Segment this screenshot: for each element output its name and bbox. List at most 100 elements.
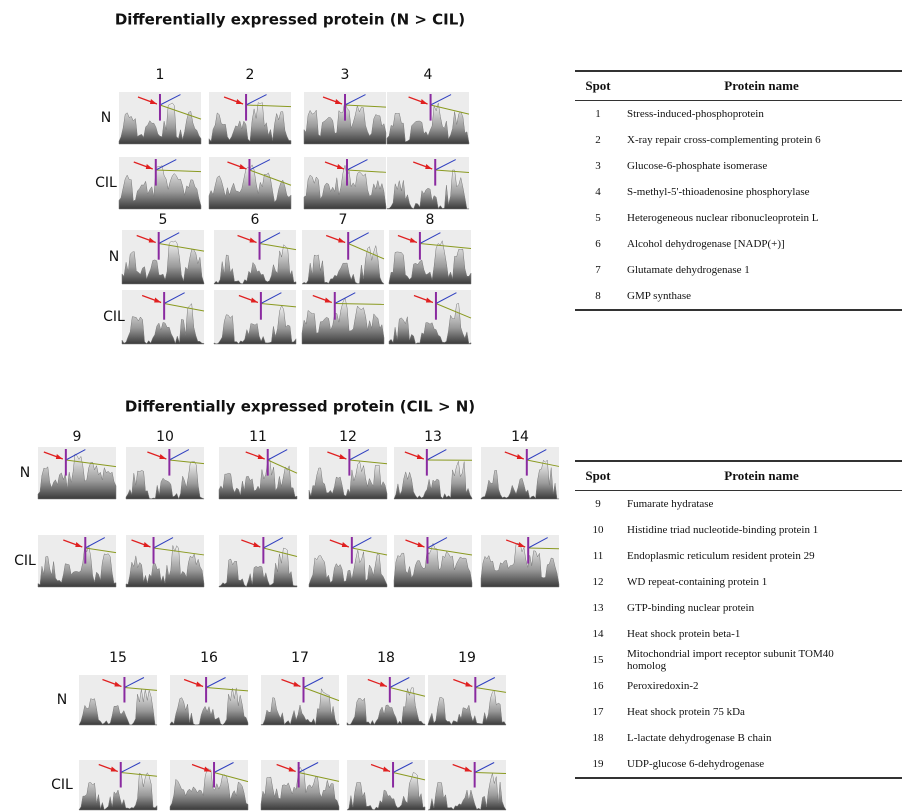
spot-number: 6 <box>575 231 621 257</box>
row-label: CIL <box>14 553 36 569</box>
protein-name: Endoplasmic reticulum resident protein 2… <box>621 543 902 569</box>
spot-3d-image <box>481 535 559 587</box>
table-row: 1Stress-induced-phosphoprotein <box>575 101 902 128</box>
spot-number: 17 <box>575 699 621 725</box>
spot-3d-image <box>347 760 425 810</box>
spot-label: 18 <box>377 650 395 666</box>
protein-name: GMP synthase <box>621 283 902 310</box>
spot-3d-image <box>214 230 296 284</box>
spot-label: 6 <box>251 212 260 228</box>
spot-label: 10 <box>156 429 174 445</box>
spot-3d-image <box>219 447 297 499</box>
spot-3d-image <box>209 92 291 144</box>
spot-3d-image <box>79 760 157 810</box>
header-spot: Spot <box>575 461 621 491</box>
spot-label: 14 <box>511 429 529 445</box>
spot-label: 4 <box>424 67 433 83</box>
spot-number: 14 <box>575 621 621 647</box>
spot-number: 1 <box>575 101 621 128</box>
row-label: N <box>57 692 67 708</box>
spot-3d-image <box>170 675 248 725</box>
protein-name: Glucose-6-phosphate isomerase <box>621 153 902 179</box>
spot-3d-image <box>122 230 204 284</box>
spot-3d-image <box>122 290 204 344</box>
protein-table: SpotProtein name 9Fumarate hydratase10Hi… <box>575 460 902 779</box>
protein-name: Peroxiredoxin-2 <box>621 673 902 699</box>
table-row: 12WD repeat-containing protein 1 <box>575 569 902 595</box>
figure: Differentially expressed protein (N > CI… <box>0 0 902 811</box>
spot-number: 13 <box>575 595 621 621</box>
spot-3d-image <box>79 675 157 725</box>
protein-name: X-ray repair cross-complementing protein… <box>621 127 902 153</box>
protein-name: Heat shock protein beta-1 <box>621 621 902 647</box>
spot-number: 11 <box>575 543 621 569</box>
spot-3d-image <box>302 230 384 284</box>
spot-3d-image <box>126 535 204 587</box>
header-spot: Spot <box>575 71 621 101</box>
spot-3d-image <box>428 675 506 725</box>
spot-label: 11 <box>249 429 267 445</box>
table-row: 11Endoplasmic reticulum resident protein… <box>575 543 902 569</box>
spot-number: 8 <box>575 283 621 310</box>
spot-number: 10 <box>575 517 621 543</box>
spot-label: 9 <box>73 429 82 445</box>
spot-label: 2 <box>246 67 255 83</box>
header-name: Protein name <box>621 461 902 491</box>
protein-name: Heterogeneous nuclear ribonucleoprotein … <box>621 205 902 231</box>
table-row: 8GMP synthase <box>575 283 902 310</box>
spot-3d-image <box>209 157 291 209</box>
protein-name: Mitochondrial import receptor subunit TO… <box>621 647 902 673</box>
spot-label: 5 <box>159 212 168 228</box>
row-label: N <box>20 465 30 481</box>
row-label: N <box>101 110 111 126</box>
protein-name: Heat shock protein 75 kDa <box>621 699 902 725</box>
protein-name: S-methyl-5'-thioadenosine phosphorylase <box>621 179 902 205</box>
protein-name: Glutamate dehydrogenase 1 <box>621 257 902 283</box>
protein-name: Histidine triad nucleotide-binding prote… <box>621 517 902 543</box>
table-row: 19UDP-glucose 6-dehydrogenase <box>575 751 902 778</box>
row-label: CIL <box>103 309 125 325</box>
spot-number: 2 <box>575 127 621 153</box>
table-row: 15Mitochondrial import receptor subunit … <box>575 647 902 673</box>
table-row: 9Fumarate hydratase <box>575 491 902 518</box>
spot-3d-image <box>481 447 559 499</box>
spot-3d-image <box>219 535 297 587</box>
spot-3d-image <box>428 760 506 810</box>
spot-3d-image <box>261 675 339 725</box>
row-label: N <box>109 249 119 265</box>
protein-table: SpotProtein name 1Stress-induced-phospho… <box>575 70 902 311</box>
spot-3d-image <box>389 230 471 284</box>
table-row: 18L-lactate dehydrogenase B chain <box>575 725 902 751</box>
spot-3d-image <box>126 447 204 499</box>
protein-name: Stress-induced-phosphoprotein <box>621 101 902 128</box>
spot-3d-image <box>347 675 425 725</box>
spot-3d-image <box>389 290 471 344</box>
table-row: 2X-ray repair cross-complementing protei… <box>575 127 902 153</box>
spot-number: 7 <box>575 257 621 283</box>
table-row: 14Heat shock protein beta-1 <box>575 621 902 647</box>
spot-label: 1 <box>156 67 165 83</box>
spot-3d-image <box>304 92 386 144</box>
spot-number: 15 <box>575 647 621 673</box>
spot-3d-image <box>387 157 469 209</box>
spot-number: 16 <box>575 673 621 699</box>
table-row: 10Histidine triad nucleotide-binding pro… <box>575 517 902 543</box>
protein-name: L-lactate dehydrogenase B chain <box>621 725 902 751</box>
protein-name: WD repeat-containing protein 1 <box>621 569 902 595</box>
spot-number: 3 <box>575 153 621 179</box>
table-row: 17Heat shock protein 75 kDa <box>575 699 902 725</box>
row-label: CIL <box>95 175 117 191</box>
spot-number: 5 <box>575 205 621 231</box>
row-label: CIL <box>51 777 73 793</box>
spot-3d-image <box>38 535 116 587</box>
spot-label: 3 <box>341 67 350 83</box>
spot-3d-image <box>214 290 296 344</box>
spot-3d-image <box>38 447 116 499</box>
spot-label: 8 <box>426 212 435 228</box>
spot-label: 17 <box>291 650 309 666</box>
